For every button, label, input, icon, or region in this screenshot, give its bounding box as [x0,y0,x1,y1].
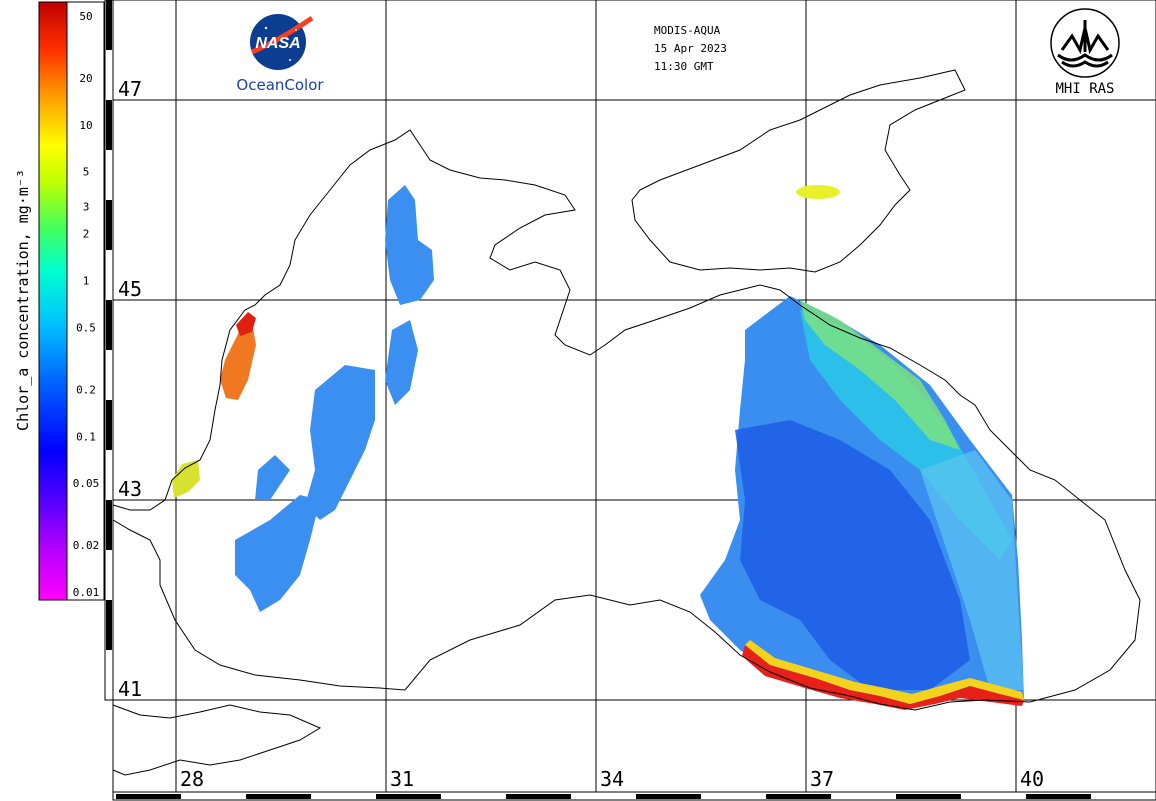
mhi-ras-emblem-icon [1050,8,1120,78]
eastern-swath-green [800,300,960,450]
ruler-segment [106,300,112,350]
ruler-segment [896,794,961,799]
map-frame [112,0,1156,793]
ruler-segment [106,0,112,50]
ruler-segment [106,600,112,650]
colorbar-tick-label: 50 [79,10,92,23]
lon-label-40: 40 [1020,767,1044,791]
colorbar-title: Chlor_a concentration, mg·m⁻³ [14,169,32,431]
eastern-swath-deep-blue [735,420,970,690]
colorbar-tick-label: 0.05 [73,477,100,490]
coastal-yellow-band [745,640,1024,704]
lat-label-41: 41 [118,677,142,701]
longitude-labels: 28 31 34 37 40 [180,767,1044,791]
ruler-segment [106,500,112,550]
western-south-patch-2 [255,455,290,500]
colorbar-tick-label: 0.01 [73,586,100,599]
lon-label-37: 37 [810,767,834,791]
colorbar-tick-label: 1 [83,275,90,288]
danube-plume [220,322,256,400]
mhi-ras-caption: MHI RAS [1055,81,1114,97]
danube-red [236,312,256,336]
coastal-red-band [742,645,1024,710]
azov-yellow-patch [796,185,840,199]
western-central-patch [305,365,375,520]
ruler-segment [766,794,831,799]
ruler-segment [106,100,112,150]
ruler-segment [106,400,112,450]
nasa-badge-text: NASA [255,35,300,52]
colorbar-gradient [38,1,68,601]
azov-coastline [631,69,966,273]
ruler-segment [116,794,181,799]
lat-label-43: 43 [118,477,142,501]
colorbar-label-strip [66,1,105,601]
acquisition-time: 11:30 GMT [654,60,714,73]
sensor-name: MODIS-AQUA [654,24,721,37]
nasa-meatball-icon: NASA [250,14,314,70]
black-sea-coastline [112,129,1141,711]
lon-label-31: 31 [390,767,414,791]
coastline [112,69,1141,776]
oceancolor-caption: OceanColor [236,76,324,94]
ruler-segment [1026,794,1091,799]
bulgarian-coast-patch [172,460,200,498]
colorbar-tick-label: 0.2 [76,383,96,396]
turkey-coast-south [112,704,322,776]
ruler-segment [636,794,701,799]
colorbar-tick-label: 3 [83,200,90,213]
colorbar-tick-label: 0.02 [73,539,100,552]
colorbar-tick-label: 5 [83,166,90,179]
lon-label-34: 34 [600,767,624,791]
eastern-swath-light-blue [920,450,1024,690]
ruler-segment [246,794,311,799]
lon-label-28: 28 [180,767,204,791]
map-header: MODIS-AQUA 15 Apr 2023 11:30 GMT [654,22,727,76]
latitude-labels: 47 45 43 41 [118,77,142,701]
colorbar-tick-label: 0.1 [76,430,96,443]
western-south-patch [235,495,320,612]
western-north-strip [385,185,434,305]
chlorophyll-data-layer [172,185,1024,710]
ruler-segment [506,794,571,799]
acquisition-date: 15 Apr 2023 [654,42,727,55]
lat-label-45: 45 [118,277,142,301]
colorbar-tick-label: 10 [79,119,92,132]
colorbar-tick-label: 0.5 [76,321,96,334]
colorbar-tick-label: 2 [83,228,90,241]
lat-label-47: 47 [118,77,142,101]
western-mid-strip [385,320,418,405]
colorbar-tick-label: 20 [79,72,92,85]
ruler-segment [106,200,112,250]
ruler-segment [376,794,441,799]
